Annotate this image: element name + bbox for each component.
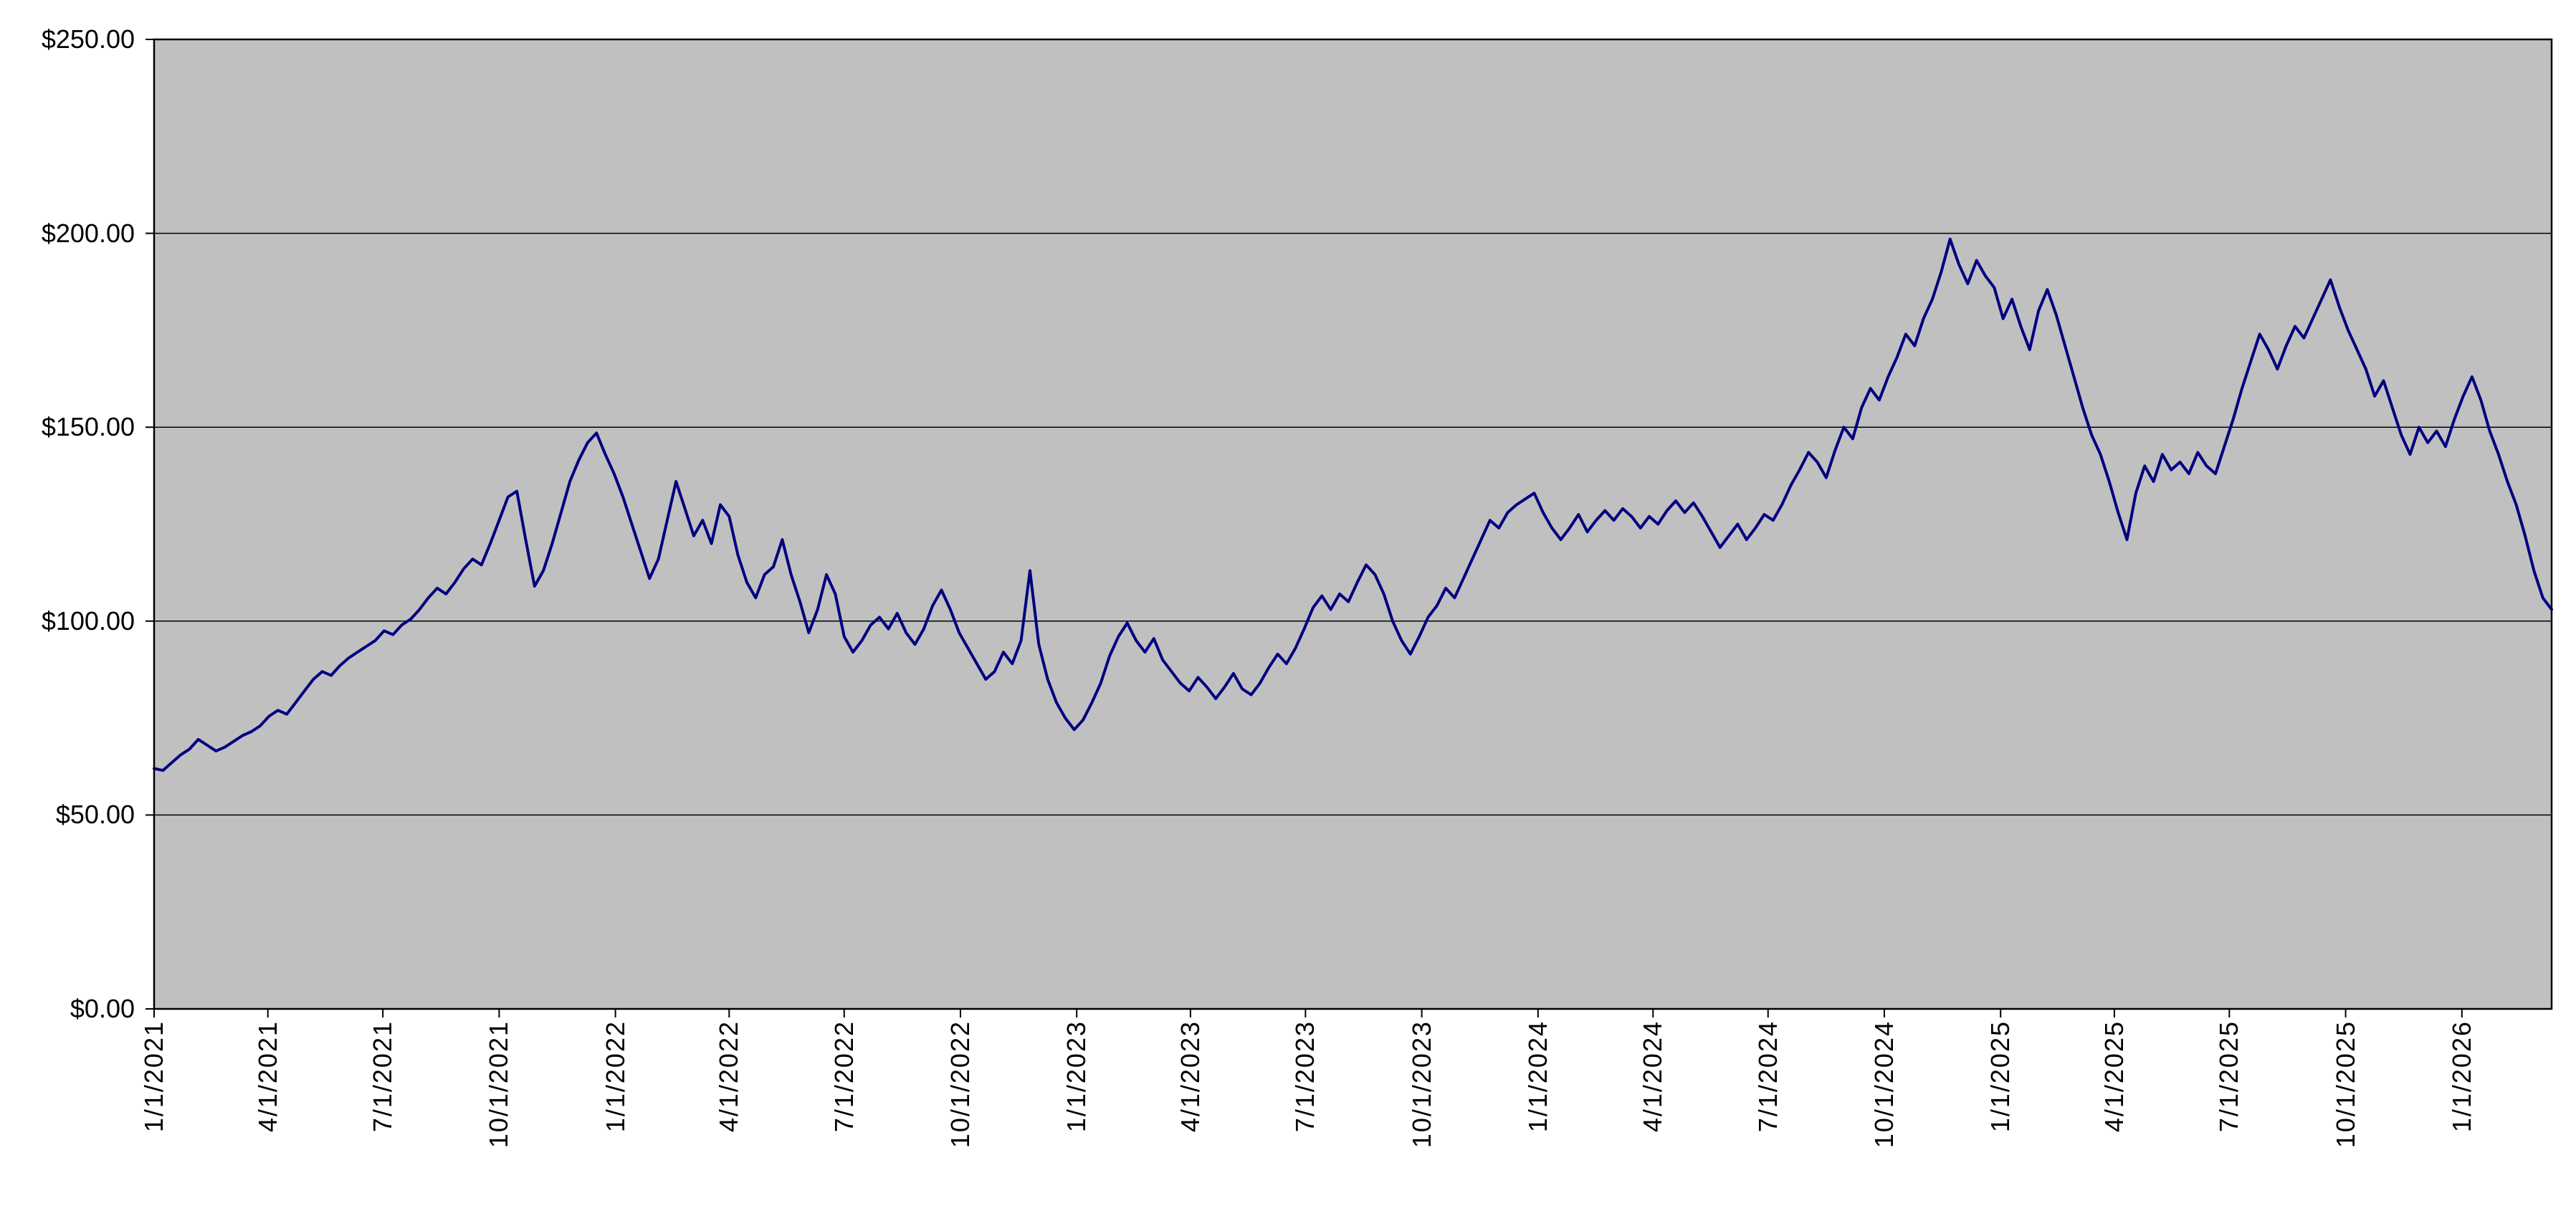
y-tick-label: $50.00 bbox=[55, 800, 135, 830]
x-tick-label: 7/1/2022 bbox=[829, 1020, 859, 1133]
x-tick-label: 10/1/2025 bbox=[2330, 1020, 2360, 1149]
plot-area bbox=[146, 38, 2553, 1018]
x-tick-label: 4/1/2025 bbox=[2099, 1020, 2129, 1133]
x-tick-label: 1/1/2026 bbox=[2446, 1020, 2476, 1133]
x-tick-label: 1/1/2021 bbox=[139, 1020, 168, 1133]
y-tick-label: $250.00 bbox=[41, 24, 135, 54]
x-tick-label: 4/1/2022 bbox=[714, 1020, 744, 1133]
y-tick-label: $0.00 bbox=[70, 994, 135, 1023]
x-tick-label: 1/1/2023 bbox=[1062, 1020, 1092, 1133]
x-tick-label: 1/1/2025 bbox=[1985, 1020, 2016, 1133]
x-tick-label: 4/1/2023 bbox=[1175, 1020, 1205, 1133]
x-tick-label: 7/1/2024 bbox=[1752, 1020, 1783, 1133]
y-tick-label: $100.00 bbox=[41, 605, 135, 636]
plot-border bbox=[153, 38, 2553, 1010]
x-tick-label: 10/1/2021 bbox=[484, 1020, 514, 1149]
y-tick-label: $150.00 bbox=[41, 412, 135, 442]
y-tick-label: $200.00 bbox=[41, 218, 135, 248]
plot-background bbox=[154, 39, 2552, 1009]
x-tick-label: 7/1/2021 bbox=[368, 1020, 398, 1133]
x-tick-label: 4/1/2021 bbox=[252, 1020, 282, 1133]
x-tick-label: 7/1/2023 bbox=[1290, 1020, 1320, 1133]
x-tick-label: 10/1/2023 bbox=[1406, 1020, 1436, 1149]
price-series-line bbox=[153, 237, 2553, 772]
x-tick-label: 7/1/2025 bbox=[2214, 1020, 2244, 1133]
x-tick-label: 1/1/2022 bbox=[600, 1020, 630, 1133]
x-tick-label: 1/1/2024 bbox=[1522, 1020, 1552, 1133]
x-tick-label: 10/1/2022 bbox=[945, 1020, 975, 1149]
x-tick-label: 10/1/2024 bbox=[1869, 1020, 1899, 1149]
x-tick-label: 4/1/2024 bbox=[1638, 1020, 1668, 1133]
